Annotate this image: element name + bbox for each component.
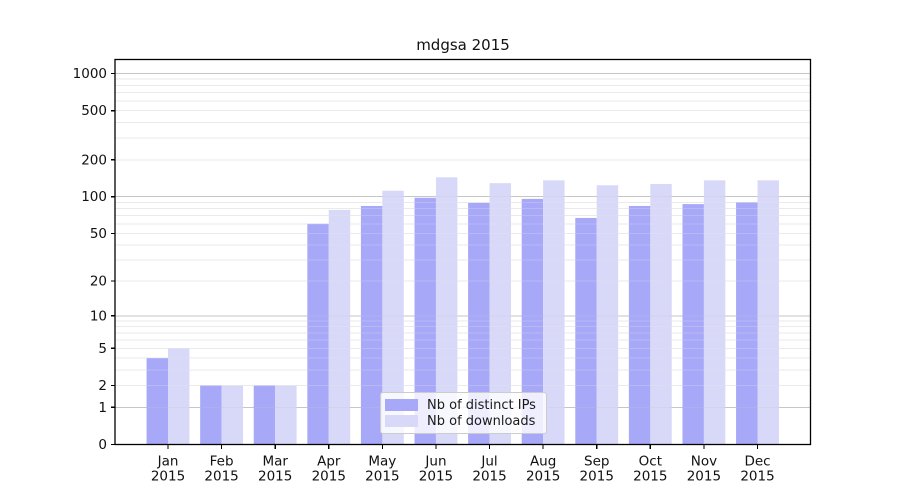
x-tick-label-month: May: [368, 454, 396, 470]
x-tick-label-year: 2015: [365, 469, 399, 485]
gridlines-overlay: [115, 73, 811, 408]
x-tick-label-year: 2015: [151, 469, 185, 485]
x-tick-label-year: 2015: [580, 469, 614, 485]
bar: [650, 183, 672, 445]
y-tick-label: 1: [98, 400, 107, 416]
x-tick-label-month: Mar: [262, 454, 288, 470]
bar: [682, 204, 704, 445]
bar: [328, 209, 351, 445]
bar: [596, 185, 619, 445]
x-tick-label-month: Apr: [317, 454, 341, 470]
y-tick-label: 1000: [73, 66, 107, 82]
bar: [221, 385, 244, 445]
y-tick-label: 200: [81, 152, 107, 168]
bar: [146, 358, 168, 445]
x-tick-label-month: Sep: [584, 454, 609, 470]
bar: [168, 348, 190, 445]
bar: [275, 385, 297, 445]
legend-label-downloads: Nb of downloads: [427, 413, 536, 429]
legend-label-distinct-ips: Nb of distinct IPs: [427, 397, 536, 413]
legend-swatch-downloads: [385, 415, 418, 427]
y-tick-label: 10: [90, 308, 107, 324]
bar: [360, 205, 383, 445]
bar: [253, 385, 276, 445]
x-tick-label-year: 2015: [312, 469, 346, 485]
legend: Nb of distinct IPs Nb of downloads: [380, 392, 547, 434]
bar: [521, 198, 544, 445]
legend-swatch-distinct-ips: [385, 399, 418, 411]
bar: [628, 205, 651, 445]
x-tick-label-year: 2015: [204, 469, 238, 485]
bar: [489, 183, 511, 445]
axes-frame: [114, 58, 812, 446]
y-tick-label: 100: [81, 189, 107, 205]
x-tick-label-year: 2015: [740, 469, 774, 485]
x-tick-label-year: 2015: [258, 469, 292, 485]
y-tick-label: 2: [98, 378, 107, 394]
x-tick-label-year: 2015: [526, 469, 560, 485]
bar: [307, 223, 329, 445]
x-tick-label-year: 2015: [472, 469, 506, 485]
y-tick-label: 20: [90, 274, 107, 290]
x-tick-label-month: Jul: [480, 454, 497, 470]
bar: [435, 177, 458, 445]
x-tick-label-year: 2015: [419, 469, 453, 485]
x-tick-label-month: Dec: [744, 454, 770, 470]
bars: [146, 177, 779, 445]
x-tick-label-month: Aug: [530, 454, 556, 470]
x-tick-label-month: Jun: [424, 454, 446, 470]
x-axis: Jan2015Feb2015Mar2015Apr2015May2015Jun20…: [151, 444, 775, 485]
x-tick-label-month: Jan: [157, 454, 179, 470]
y-tick-label: 5: [98, 341, 107, 357]
y-tick-label: 50: [90, 226, 107, 242]
x-tick-label-month: Oct: [639, 454, 662, 470]
y-axis: 0 1 2 5 10 20 50 100 200 500 1000: [73, 66, 115, 453]
x-tick-label-year: 2015: [687, 469, 721, 485]
x-tick-label-year: 2015: [633, 469, 667, 485]
chart-title: mdgsa 2015: [416, 36, 510, 54]
bar: [736, 202, 758, 445]
bar: [703, 180, 726, 445]
bar: [200, 385, 222, 445]
y-tick-label: 500: [81, 103, 107, 119]
bar: [468, 202, 490, 445]
legend-item-distinct-ips: Nb of distinct IPs: [385, 397, 536, 413]
bar: [543, 180, 565, 445]
x-tick-label-month: Nov: [691, 454, 717, 470]
x-tick-label-month: Feb: [210, 454, 234, 470]
bar: [757, 180, 779, 445]
y-tick-label: 0: [98, 437, 107, 453]
bar: [414, 197, 436, 445]
bar: [575, 217, 597, 445]
bar: [382, 190, 404, 445]
legend-item-downloads: Nb of downloads: [385, 413, 536, 429]
